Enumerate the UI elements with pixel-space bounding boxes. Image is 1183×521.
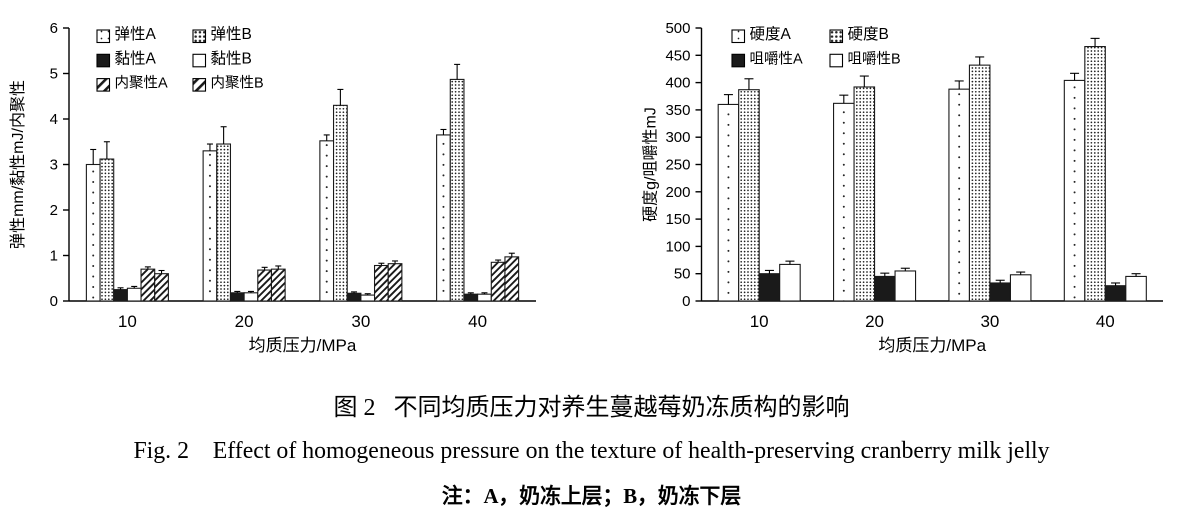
svg-text:20: 20 xyxy=(235,312,254,331)
svg-text:5: 5 xyxy=(50,66,58,83)
svg-text:均质压力/MPa: 均质压力/MPa xyxy=(878,336,986,355)
svg-text:6: 6 xyxy=(50,20,58,37)
svg-text:250: 250 xyxy=(665,157,690,174)
svg-text:100: 100 xyxy=(665,238,690,255)
svg-text:弹性B: 弹性B xyxy=(211,25,252,43)
svg-text:40: 40 xyxy=(1096,312,1115,331)
svg-text:黏性A: 黏性A xyxy=(115,49,157,67)
svg-text:黏性B: 黏性B xyxy=(211,49,252,67)
svg-text:350: 350 xyxy=(665,102,690,119)
svg-text:200: 200 xyxy=(665,184,690,201)
svg-text:弹性A: 弹性A xyxy=(115,25,157,43)
svg-text:内聚性A: 内聚性A xyxy=(115,75,168,92)
svg-text:30: 30 xyxy=(351,312,370,331)
svg-text:150: 150 xyxy=(665,211,690,228)
svg-text:40: 40 xyxy=(468,312,487,331)
svg-text:硬度g/咀嚼性mJ: 硬度g/咀嚼性mJ xyxy=(642,107,660,222)
svg-text:0: 0 xyxy=(50,293,58,310)
svg-text:0: 0 xyxy=(682,293,690,310)
svg-text:3: 3 xyxy=(50,157,58,174)
svg-text:20: 20 xyxy=(865,312,884,331)
svg-text:咀嚼性A: 咀嚼性A xyxy=(750,50,803,67)
svg-text:10: 10 xyxy=(118,312,137,331)
svg-text:1: 1 xyxy=(50,248,58,265)
svg-text:500: 500 xyxy=(665,20,690,37)
svg-text:400: 400 xyxy=(665,75,690,92)
svg-text:50: 50 xyxy=(674,266,691,283)
svg-text:内聚性B: 内聚性B xyxy=(211,75,264,92)
svg-text:4: 4 xyxy=(50,111,58,128)
svg-text:咀嚼性B: 咀嚼性B xyxy=(848,50,901,67)
svg-text:30: 30 xyxy=(980,312,999,331)
svg-text:硬度B: 硬度B xyxy=(848,25,889,43)
svg-text:10: 10 xyxy=(750,312,769,331)
svg-text:2: 2 xyxy=(50,202,58,219)
svg-text:300: 300 xyxy=(665,129,690,146)
svg-text:弹性mm/黏性mJ/内聚性: 弹性mm/黏性mJ/内聚性 xyxy=(9,80,27,249)
svg-text:硬度A: 硬度A xyxy=(750,25,792,43)
svg-text:450: 450 xyxy=(665,47,690,64)
svg-text:均质压力/MPa: 均质压力/MPa xyxy=(249,336,357,355)
